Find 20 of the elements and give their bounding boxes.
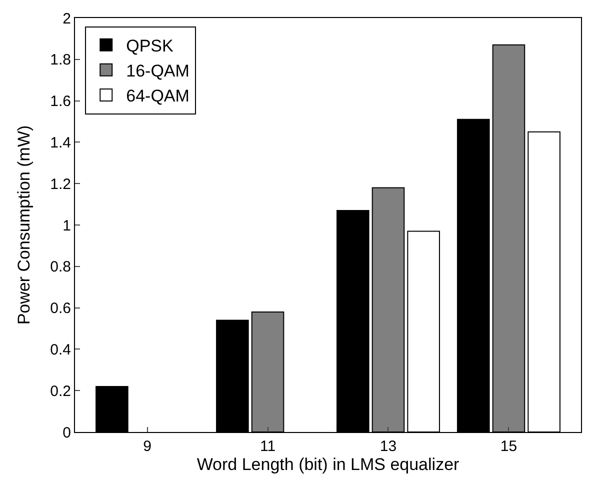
y-tick-label: 1.8	[50, 52, 71, 69]
x-tick-label: 15	[500, 438, 518, 455]
y-tick-label: 1	[62, 217, 71, 234]
x-tick-label: 13	[380, 438, 397, 455]
y-tick-label: 1.2	[50, 176, 71, 193]
legend-label: 64-QAM	[126, 86, 190, 106]
y-tick-label: 0.6	[50, 300, 71, 318]
x-axis-title: Word Length (bit) in LMS equalizer	[196, 455, 460, 474]
y-tick-label: 0.2	[50, 382, 71, 400]
y-tick-label: 1.4	[50, 134, 71, 152]
legend-label: 16-QAM	[126, 62, 190, 81]
y-tick-label: 0.8	[50, 258, 71, 276]
x-tick-label: 9	[143, 438, 152, 455]
y-tick-label: 0	[62, 424, 71, 442]
legend-label: QPSK	[126, 36, 174, 56]
y-tick-label: 2	[62, 10, 71, 28]
y-tick-label: 1.6	[50, 93, 71, 110]
y-axis-title: Power Consumption (mW)	[14, 125, 34, 325]
y-tick-label: 0.4	[50, 341, 71, 358]
x-tick-label: 11	[260, 438, 276, 455]
